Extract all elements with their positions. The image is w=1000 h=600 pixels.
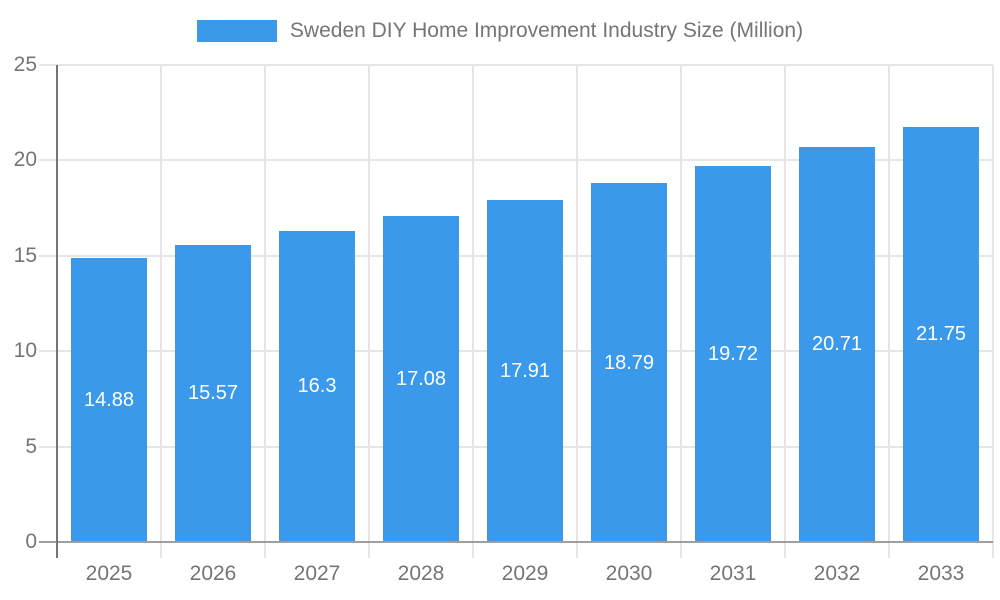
x-axis-tick-label: 2026 bbox=[189, 562, 237, 585]
legend-label: Sweden DIY Home Improvement Industry Siz… bbox=[289, 19, 804, 42]
bar-value-label: 21.75 bbox=[915, 323, 967, 346]
bar-2031: 19.72 bbox=[695, 165, 771, 542]
bar-value-label: 16.3 bbox=[297, 375, 337, 398]
v-gridline bbox=[264, 65, 266, 558]
bar-value-label: 17.91 bbox=[499, 360, 551, 383]
v-gridline bbox=[472, 65, 474, 558]
y-axis-line bbox=[56, 65, 58, 558]
x-axis-tick-label: 2033 bbox=[917, 562, 965, 585]
bar-value-label: 15.57 bbox=[187, 382, 239, 405]
x-axis-tick-label: 2029 bbox=[501, 562, 549, 585]
y-axis-tick-label: 25 bbox=[13, 53, 37, 76]
legend-swatch bbox=[196, 20, 277, 42]
v-gridline bbox=[784, 65, 786, 558]
bar-value-label: 14.88 bbox=[83, 389, 135, 412]
h-gridline bbox=[39, 64, 993, 66]
h-gridline bbox=[39, 159, 993, 162]
v-gridline bbox=[576, 65, 578, 558]
v-gridline bbox=[992, 65, 994, 558]
v-gridline bbox=[368, 65, 370, 558]
legend: Sweden DIY Home Improvement Industry Siz… bbox=[0, 18, 1000, 44]
bar-value-label: 20.71 bbox=[811, 333, 863, 356]
bar-2027: 16.3 bbox=[279, 230, 355, 542]
bar-value-label: 18.79 bbox=[603, 351, 655, 374]
y-axis-tick-label: 10 bbox=[13, 339, 37, 363]
x-axis-tick-label: 2027 bbox=[293, 562, 341, 585]
x-axis-tick-label: 2028 bbox=[397, 562, 445, 585]
x-axis-tick-label: 2032 bbox=[813, 562, 861, 585]
bar-2029: 17.91 bbox=[487, 200, 563, 542]
bar-2030: 18.79 bbox=[591, 183, 667, 542]
y-axis-tick-label: 15 bbox=[13, 243, 37, 267]
x-axis-tick-label: 2025 bbox=[85, 562, 133, 585]
x-axis-tick-label: 2031 bbox=[709, 562, 757, 585]
v-gridline bbox=[680, 65, 682, 558]
v-gridline bbox=[888, 65, 890, 558]
x-axis-line bbox=[39, 541, 993, 543]
bar-2032: 20.71 bbox=[799, 146, 875, 542]
y-axis-tick-label: 0 bbox=[25, 530, 37, 553]
bar-value-label: 17.08 bbox=[395, 368, 447, 391]
bar-value-label: 19.72 bbox=[707, 342, 759, 365]
bar-2025: 14.88 bbox=[71, 258, 147, 542]
y-axis-tick-label: 5 bbox=[25, 434, 37, 458]
bar-2033: 21.75 bbox=[903, 127, 979, 542]
bar-2028: 17.08 bbox=[383, 216, 459, 542]
y-axis-tick-label: 20 bbox=[13, 148, 37, 172]
bar-2026: 15.57 bbox=[175, 244, 251, 542]
v-gridline bbox=[160, 65, 162, 558]
x-axis-tick-label: 2030 bbox=[605, 562, 653, 585]
